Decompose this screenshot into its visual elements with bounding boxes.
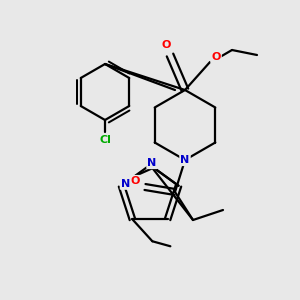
Text: O: O (211, 52, 221, 62)
Text: O: O (130, 176, 140, 186)
Text: N: N (147, 158, 157, 168)
Text: N: N (180, 155, 190, 165)
Text: N: N (121, 179, 130, 189)
Text: O: O (161, 40, 171, 50)
Text: Cl: Cl (99, 135, 111, 145)
